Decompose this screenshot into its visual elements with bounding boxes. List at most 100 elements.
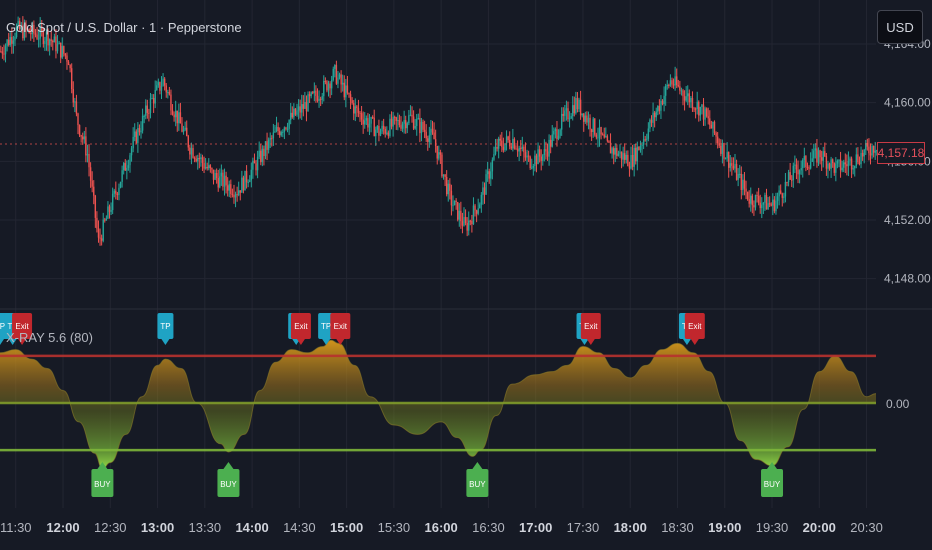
candle-body bbox=[82, 136, 84, 140]
time-tick-label: 16:00 bbox=[425, 520, 458, 535]
candle-body bbox=[567, 108, 569, 120]
candle-body bbox=[496, 146, 498, 149]
candle-body bbox=[444, 174, 446, 177]
candle-body bbox=[650, 119, 653, 123]
candle-body bbox=[510, 146, 512, 149]
candle-body bbox=[19, 21, 21, 30]
candle-body bbox=[731, 163, 733, 166]
candle-body bbox=[527, 155, 530, 157]
time-axis[interactable]: 11:30 12:00 12:30 13:00 13:30 14:00 14:30 15:00… bbox=[0, 520, 883, 535]
candle-body bbox=[847, 160, 850, 167]
marker-pointer bbox=[296, 339, 305, 345]
candle-body bbox=[600, 127, 602, 135]
price-axis[interactable]: 4,148.004,152.004,156.004,160.004,164.00… bbox=[884, 37, 931, 411]
candle-body bbox=[494, 146, 497, 155]
candle-body bbox=[565, 108, 568, 111]
buy-marker-text: BUY bbox=[94, 480, 111, 489]
candle-body bbox=[182, 129, 185, 132]
candle-body bbox=[250, 169, 253, 181]
marker-pointer bbox=[322, 339, 331, 345]
candle-body bbox=[231, 193, 234, 195]
candle-body bbox=[630, 155, 632, 169]
candle-body bbox=[121, 170, 123, 182]
candle-body bbox=[425, 131, 427, 139]
candle-body bbox=[110, 210, 112, 212]
candle-body bbox=[203, 162, 205, 169]
candle-body bbox=[776, 196, 779, 201]
candle-body bbox=[657, 106, 659, 112]
candle-body bbox=[551, 134, 553, 147]
candle-body bbox=[622, 153, 624, 160]
candle-body bbox=[518, 147, 520, 152]
candle-body bbox=[14, 37, 16, 41]
candle-body bbox=[474, 205, 476, 211]
candle-body bbox=[85, 136, 87, 156]
candle-body bbox=[215, 173, 218, 179]
candle-body bbox=[26, 29, 29, 31]
candle-body bbox=[64, 53, 67, 56]
candle-body bbox=[122, 163, 125, 171]
candle-body bbox=[349, 94, 352, 101]
candle-body bbox=[346, 85, 349, 93]
candle-body bbox=[739, 173, 741, 175]
candle-body bbox=[453, 200, 456, 206]
indicator-label[interactable]: X-RAY 5.6 (80) bbox=[6, 330, 93, 345]
candle-body bbox=[135, 131, 137, 143]
marker-pointer bbox=[18, 339, 27, 345]
candle-body bbox=[858, 162, 861, 165]
currency-button[interactable]: USD bbox=[877, 10, 923, 44]
candle-body bbox=[264, 141, 267, 156]
candle-body bbox=[612, 148, 615, 155]
candle-body bbox=[768, 203, 771, 205]
candle-body bbox=[608, 140, 610, 143]
candle-body bbox=[211, 168, 213, 170]
exit-marker: Exit bbox=[290, 313, 311, 345]
candle-body bbox=[186, 127, 188, 137]
buy-marker-box bbox=[761, 469, 784, 497]
candle-body bbox=[846, 164, 848, 167]
candle-body bbox=[223, 175, 226, 187]
candle-body bbox=[631, 155, 634, 167]
candle-body bbox=[111, 193, 114, 211]
candle-body bbox=[644, 139, 646, 141]
marker-box bbox=[330, 313, 351, 339]
candle-body bbox=[397, 120, 399, 122]
candle-body bbox=[93, 186, 95, 196]
candle-body bbox=[113, 190, 115, 194]
candle-body bbox=[63, 46, 65, 54]
candle-body bbox=[94, 195, 97, 218]
candle-body bbox=[178, 112, 180, 124]
candle-body bbox=[89, 167, 92, 181]
candle-body bbox=[512, 138, 514, 149]
candle-body bbox=[472, 205, 475, 225]
candle-body bbox=[170, 94, 172, 111]
candle-body bbox=[272, 132, 275, 139]
candle-body bbox=[825, 156, 828, 169]
candle-body bbox=[271, 138, 273, 140]
candle-body bbox=[138, 128, 141, 133]
marker-box bbox=[318, 313, 335, 339]
candle-body bbox=[78, 125, 81, 136]
candle-body bbox=[267, 139, 270, 150]
candle-body bbox=[212, 169, 215, 180]
candle-body bbox=[538, 149, 541, 157]
candle-body bbox=[707, 116, 709, 119]
candle-body bbox=[855, 154, 858, 166]
candle-body bbox=[753, 205, 755, 208]
candle-body bbox=[483, 187, 486, 195]
candle-body bbox=[392, 116, 394, 127]
candle-body bbox=[641, 144, 643, 146]
candle-body bbox=[258, 150, 260, 157]
time-tick-label: 15:30 bbox=[378, 520, 411, 535]
symbol-title[interactable]: Gold Spot / U.S. Dollar · 1 · Pepperston… bbox=[6, 20, 242, 35]
candle-body bbox=[165, 85, 167, 93]
candle-body bbox=[802, 159, 804, 169]
candle-body bbox=[289, 112, 292, 121]
candle-body bbox=[99, 237, 101, 239]
candle-body bbox=[308, 94, 311, 97]
candle-body bbox=[7, 39, 10, 45]
candle-body bbox=[445, 176, 448, 195]
candle-body bbox=[523, 146, 525, 153]
marker-box bbox=[157, 313, 174, 339]
